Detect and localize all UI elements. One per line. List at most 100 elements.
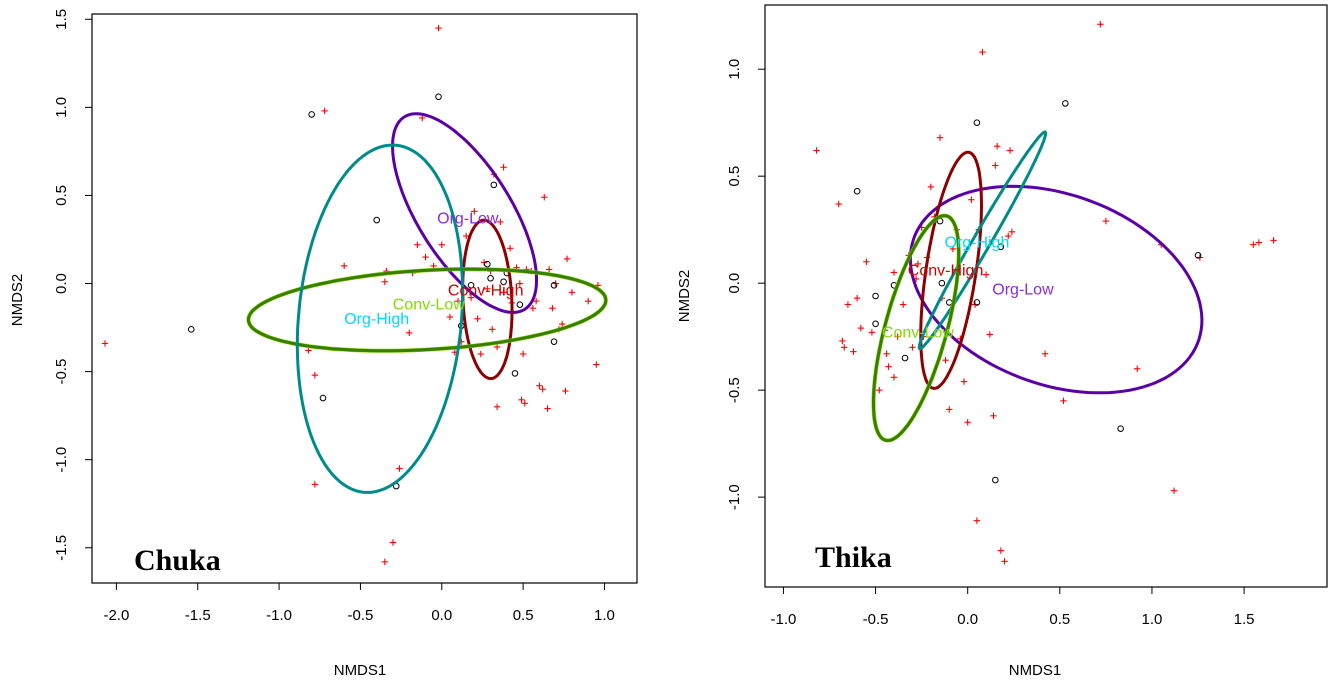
chuka-species-point xyxy=(544,405,551,412)
chuka-species-point xyxy=(545,266,553,273)
chuka-label-conv-high: Conv-High xyxy=(448,283,524,300)
chuka-ellipse-org-high xyxy=(295,143,465,494)
thika-x-tick-label: 1.5 xyxy=(1234,611,1255,628)
chuka-y-tick-label: -1.5 xyxy=(53,535,70,561)
chuka-species-point xyxy=(558,320,566,328)
thika-site-point xyxy=(853,187,861,195)
thika-species-point xyxy=(1005,232,1012,240)
chuka-x-axis-title: NMDS1 xyxy=(334,662,387,679)
thika-species-point xyxy=(1041,350,1049,357)
chuka-species-point xyxy=(477,350,485,358)
thika-species-point xyxy=(885,363,892,370)
chuka-site-point xyxy=(550,281,558,289)
chuka-species-point xyxy=(584,297,592,305)
chuka-species-point xyxy=(549,304,556,312)
chuka-species-point xyxy=(101,340,109,347)
chuka-species-point xyxy=(568,289,576,296)
chuka-site-point xyxy=(435,93,442,101)
chuka-label-conv-low: Conv-Low xyxy=(393,297,465,314)
chuka-plot-frame xyxy=(91,13,638,584)
thika-x-axis-title: NMDS1 xyxy=(1009,662,1062,679)
thika-species-point xyxy=(964,419,971,426)
chuka-x-tick-label: 1.0 xyxy=(594,607,615,624)
thika-species-point xyxy=(986,331,993,338)
chuka-site-point xyxy=(484,260,491,268)
chuka-site-point xyxy=(490,181,498,189)
chuka-x-tick-label: 0.0 xyxy=(431,607,452,624)
thika-species-point xyxy=(942,356,949,364)
chuka-species-point xyxy=(593,361,600,368)
thika-plot-frame xyxy=(764,4,1328,588)
thika-data-layer xyxy=(813,21,1277,565)
chuka-species-point xyxy=(519,350,527,358)
thika-site-point xyxy=(872,320,879,328)
thika-y-tick-label: 0.5 xyxy=(726,166,743,187)
chuka-species-point xyxy=(389,539,397,546)
chuka-x-tick-label: -1.5 xyxy=(185,607,211,624)
thika-ellipse-org-low xyxy=(908,184,1204,395)
thika-species-point xyxy=(1060,397,1067,405)
chuka-y-axis-title: NMDS2 xyxy=(9,274,26,327)
thika-species-point xyxy=(890,374,898,381)
thika-species-point xyxy=(1270,237,1277,244)
chuka-species-point xyxy=(381,558,389,566)
thika-species-point xyxy=(979,48,986,56)
thika-species-point xyxy=(960,378,968,385)
chuka-species-point xyxy=(500,289,507,296)
thika-label-conv-high: Conv-High xyxy=(908,262,984,279)
chuka-site-point xyxy=(308,111,315,118)
chuka-species-point xyxy=(516,280,524,287)
thika-site-point xyxy=(901,354,909,362)
chuka-y-tick-label: -1.0 xyxy=(53,447,70,473)
thika-species-point xyxy=(1097,21,1104,28)
thika-label-org-high: Org-High xyxy=(944,235,1009,252)
thika-x-tick-label: 1.0 xyxy=(1142,611,1163,628)
chuka-species-point xyxy=(541,194,548,201)
chuka-site-point xyxy=(550,338,558,345)
chuka-species-point xyxy=(493,403,501,411)
thika-species-point xyxy=(992,162,999,169)
thika-species-point xyxy=(973,517,981,524)
chuka-site-point xyxy=(467,281,475,289)
chuka-species-point xyxy=(414,241,421,248)
chuka-species-point xyxy=(422,253,429,261)
chuka-species-point xyxy=(500,164,507,171)
thika-species-point xyxy=(982,271,990,278)
chuka-site-point xyxy=(500,278,507,286)
thika-y-tick-label: 1.0 xyxy=(726,59,743,80)
thika-site-point xyxy=(992,476,999,484)
thika-species-point xyxy=(1255,239,1263,246)
thika-site-point xyxy=(1062,100,1069,107)
thika-species-point xyxy=(949,245,957,253)
chuka-species-point xyxy=(311,371,319,379)
thika-x-tick-label: 0.0 xyxy=(957,611,978,628)
chuka-species-point xyxy=(396,465,403,472)
thika-y-tick-label: 0.0 xyxy=(726,273,743,294)
thika-x-tick-label: 0.5 xyxy=(1049,611,1070,628)
chuka-species-point xyxy=(474,315,481,322)
thika-species-point xyxy=(841,344,848,351)
thika-species-point xyxy=(868,329,876,336)
chuka-species-point xyxy=(305,347,312,354)
thika-species-point xyxy=(813,147,820,154)
thika-y-axis-title: NMDS2 xyxy=(676,270,693,323)
thika-site-point xyxy=(997,243,1005,251)
chuka-site-label: Chuka xyxy=(134,544,221,577)
chuka-species-point xyxy=(381,278,389,285)
thika-species-point xyxy=(1134,365,1141,372)
thika-ellipse-conv-low xyxy=(872,214,961,443)
chuka-x-tick-label: 0.5 xyxy=(513,607,534,624)
thika-species-point xyxy=(1170,487,1178,494)
thika-x-tick-label: -0.5 xyxy=(863,611,889,628)
thika-y-tick-label: -1.0 xyxy=(726,484,743,510)
chuka-species-point xyxy=(462,232,470,240)
thika-site-point xyxy=(938,279,946,287)
thika-species-point xyxy=(894,333,901,340)
thika-species-point xyxy=(839,337,846,345)
thika-species-point xyxy=(835,200,842,208)
chuka-species-point xyxy=(340,262,348,270)
chuka-species-point xyxy=(532,297,540,305)
thika-site-point xyxy=(872,292,879,300)
chuka-species-point xyxy=(311,481,319,488)
thika-site-point xyxy=(973,119,981,126)
